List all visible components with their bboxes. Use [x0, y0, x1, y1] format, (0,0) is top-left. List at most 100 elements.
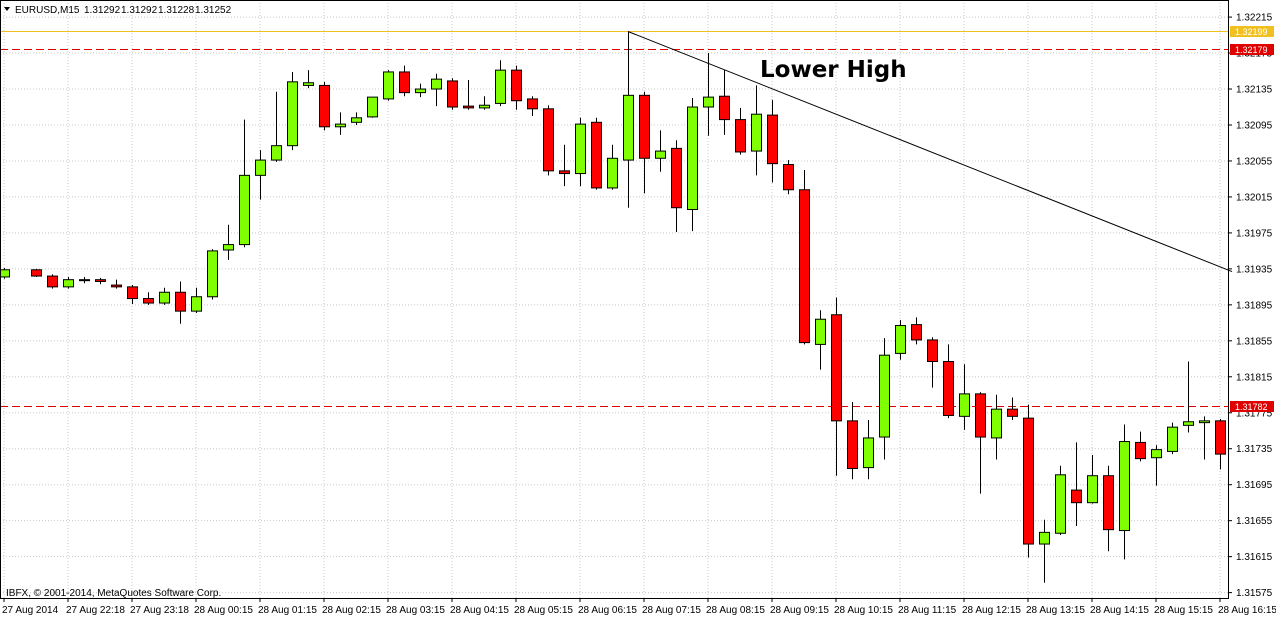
candle-body [415, 88, 426, 94]
candle-body [943, 360, 954, 416]
plot-frame [0, 0, 1229, 599]
x-tick-label: 28 Aug 07:15 [642, 605, 701, 616]
y-tick-label: 1.31775 [1236, 408, 1273, 419]
y-tick-label: 1.31735 [1236, 444, 1273, 455]
candle-body [831, 314, 842, 422]
candle-body [591, 121, 602, 189]
candle-body [1103, 475, 1114, 531]
candle-body [1023, 417, 1034, 545]
candles [0, 31, 1233, 583]
candle-body [79, 279, 90, 282]
x-tick-label: 28 Aug 13:15 [1026, 605, 1085, 616]
y-tick-label: 1.31975 [1236, 228, 1273, 239]
candle-body [239, 174, 250, 246]
candle-body [927, 339, 938, 362]
trendline [627, 31, 1233, 273]
candle-body [1071, 489, 1082, 504]
y-tick-label: 1.31655 [1236, 516, 1273, 527]
candle-body [351, 117, 362, 123]
candle-body [671, 147, 682, 209]
x-tick-label: 28 Aug 05:15 [514, 605, 573, 616]
price-label: 1.32199 [1235, 27, 1268, 37]
candle-body [975, 393, 986, 438]
candle-body [463, 105, 474, 109]
copyright: IBFX, © 2001-2014, MetaQuotes Software C… [6, 588, 221, 599]
candle-body [495, 69, 506, 104]
candle-body [1183, 421, 1194, 426]
horizontal-lines [0, 31, 1228, 407]
candle-body [815, 318, 826, 345]
candle-body [143, 298, 154, 304]
candle-body [959, 393, 970, 417]
candle-body [31, 269, 42, 277]
x-tick-label: 28 Aug 08:15 [706, 605, 765, 616]
candle-body [511, 69, 522, 102]
candle-body [703, 96, 714, 108]
candle-body [335, 123, 346, 128]
candle-body [431, 78, 442, 90]
candle-body [287, 81, 298, 147]
grid [0, 0, 1228, 598]
candle-body [991, 408, 1002, 439]
candle-body [687, 106, 698, 211]
candle-body [895, 325, 906, 354]
candle-body [751, 113, 762, 152]
candle-body [1119, 441, 1130, 532]
price-label: 1.31782 [1235, 402, 1268, 412]
candle-body [607, 157, 618, 189]
y-tick-label: 1.31575 [1236, 588, 1273, 599]
candle-body [767, 114, 778, 165]
y-tick-label: 1.32095 [1236, 120, 1273, 131]
candle-body [543, 108, 554, 172]
x-tick-label: 28 Aug 16:15 [1218, 605, 1276, 616]
candle-body [1151, 449, 1162, 459]
y-tick-label: 1.31695 [1236, 480, 1273, 491]
x-tick-label: 28 Aug 11:15 [898, 605, 957, 616]
price-label-box [1230, 44, 1274, 55]
candle-body [639, 94, 650, 159]
y-tick-label: 1.32055 [1236, 156, 1273, 167]
candle-body [479, 104, 490, 109]
y-tick-label: 1.32015 [1236, 192, 1273, 203]
y-tick-label: 1.32135 [1236, 85, 1273, 96]
y-tick-label: 1.31815 [1236, 372, 1273, 383]
candle-body [191, 296, 202, 312]
candle-body [1039, 531, 1050, 545]
x-tick-label: 28 Aug 15:15 [1154, 605, 1213, 616]
candle-body [527, 98, 538, 110]
candle-body [127, 286, 138, 300]
price-label-box [1230, 401, 1274, 412]
header-close: 1.31252 [195, 5, 232, 16]
annotation: Lower High [760, 57, 907, 83]
candle-body [223, 244, 234, 251]
x-tick-label: 27 Aug 2014 [2, 605, 59, 616]
candle-body [207, 250, 218, 298]
candle-body [111, 284, 122, 288]
candle-body [1055, 474, 1066, 534]
y-tick-label: 1.31615 [1236, 552, 1273, 563]
x-tick-label: 28 Aug 03:15 [386, 605, 445, 616]
candle-body [575, 123, 586, 175]
menu-triangle [4, 7, 10, 11]
candle-body [783, 164, 794, 191]
candle-body [559, 170, 570, 175]
candle-body [95, 279, 106, 282]
candle-body [623, 94, 634, 161]
y-tick-label: 1.31855 [1236, 336, 1273, 347]
x-tick-label: 28 Aug 10:15 [834, 605, 893, 616]
candle-body [303, 82, 314, 86]
x-tick-label: 27 Aug 22:18 [66, 605, 125, 616]
candle-body [879, 354, 890, 438]
candle-body [1135, 441, 1146, 460]
header-open: 1.31292 [84, 5, 121, 16]
candle-body [159, 291, 170, 304]
price-label: 1.32179 [1235, 45, 1268, 55]
candle-body [175, 291, 186, 312]
candle-body [447, 80, 458, 108]
header-low: 1.31228 [158, 5, 195, 16]
candle-body [1167, 426, 1178, 452]
candle-body [255, 159, 266, 176]
candle-body [799, 189, 810, 344]
price-label-box [1230, 26, 1274, 37]
candle-body [0, 269, 10, 278]
